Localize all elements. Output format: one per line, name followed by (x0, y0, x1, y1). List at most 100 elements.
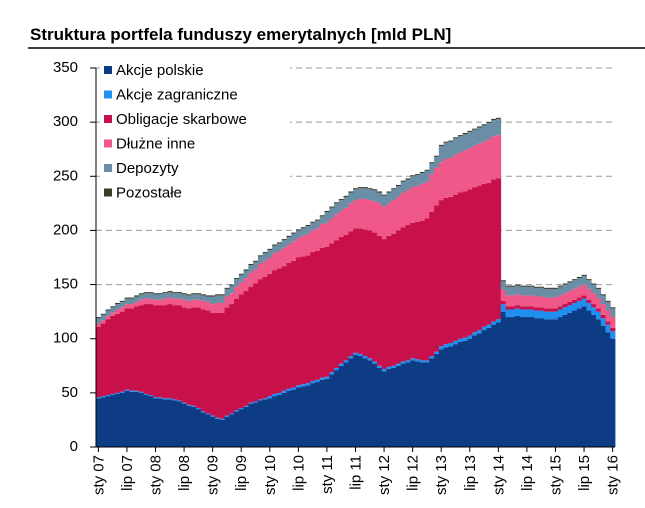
bar-segment (100, 396, 106, 398)
bar-segment (395, 365, 402, 447)
bar-segment (219, 312, 225, 419)
x-tick-label: sty 08 (148, 455, 165, 495)
bar-segment (372, 190, 378, 202)
bar-segment (538, 318, 544, 447)
x-tick-label: sty 14 (490, 455, 507, 495)
bar-segment (172, 298, 178, 306)
bar-segment (119, 392, 125, 447)
bar-segment (419, 183, 425, 221)
bar-segment (186, 308, 192, 405)
bar-segment (310, 221, 316, 223)
bar-segment (438, 200, 444, 347)
bar-segment (476, 186, 483, 331)
bar-segment (367, 358, 373, 361)
bar-segment (448, 346, 454, 447)
legend-label: Dłużne inne (116, 135, 195, 152)
bar-segment (96, 397, 102, 399)
bar-segment (176, 400, 183, 402)
bar-segment (334, 367, 340, 371)
bar-segment (157, 294, 164, 300)
bar-segment (543, 311, 549, 320)
bar-segment (234, 279, 240, 287)
bar-segment (419, 173, 425, 184)
bar-segment (234, 298, 240, 411)
bar-segment (600, 325, 606, 447)
bar-segment (243, 406, 249, 447)
bar-segment (462, 337, 468, 341)
bar-segment (395, 363, 402, 366)
bar-segment (176, 292, 183, 294)
bar-segment (400, 361, 406, 364)
bar-segment (219, 418, 225, 420)
bar-segment (362, 187, 368, 189)
bar-segment (353, 354, 359, 447)
bar-segment (362, 188, 368, 200)
bar-segment (553, 297, 559, 309)
bar-segment (124, 304, 130, 309)
bar-segment (353, 228, 359, 353)
bar-segment (134, 296, 140, 302)
bar-segment (229, 414, 235, 447)
bar-segment (562, 314, 568, 447)
bar-segment (267, 398, 273, 447)
bar-segment (519, 285, 525, 287)
bar-segment (334, 240, 340, 368)
x-tick-label: lip 13 (462, 455, 479, 491)
bar-segment (300, 386, 306, 447)
bar-segment (105, 319, 111, 396)
bar-segment (162, 305, 168, 399)
bar-segment (510, 285, 516, 287)
bar-segment (519, 309, 525, 318)
bar-segment (472, 335, 478, 447)
bar-segment (367, 200, 373, 231)
bar-segment (434, 156, 440, 168)
bar-segment (286, 390, 292, 447)
bar-segment (491, 179, 497, 322)
bar-segment (462, 150, 468, 192)
bar-segment (429, 358, 435, 447)
bar-segment (300, 384, 306, 387)
bar-segment (548, 319, 554, 447)
bar-segment (410, 187, 416, 223)
bar-segment (124, 308, 130, 390)
bar-segment (96, 317, 102, 319)
bar-segment (319, 216, 325, 224)
bar-segment (600, 314, 606, 319)
bar-segment (419, 171, 425, 174)
bar-segment (348, 358, 354, 447)
bar-segment (172, 305, 178, 400)
bar-segment (276, 268, 283, 393)
bar-segment (153, 398, 159, 447)
bar-segment (467, 189, 473, 336)
bar-segment (343, 234, 349, 361)
bar-segment (305, 226, 311, 234)
bar-segment (595, 287, 602, 289)
bar-segment (391, 365, 397, 368)
bar-segment (96, 326, 102, 398)
bar-segment (234, 411, 240, 447)
bar-segment (553, 319, 559, 447)
bar-segment (524, 306, 530, 310)
bar-segment (357, 199, 364, 229)
bar-segment (267, 257, 273, 274)
bar-segment (581, 275, 587, 285)
bar-segment (286, 236, 292, 245)
bar-segment (591, 314, 597, 447)
legend-swatch (104, 164, 112, 172)
legend-label: Obligacje skarbowe (116, 111, 247, 128)
bar-segment (362, 199, 368, 230)
bar-segment (205, 310, 211, 414)
bar-segment (157, 299, 164, 306)
bar-segment (253, 402, 259, 447)
bar-segment (119, 301, 125, 308)
bar-segment (443, 142, 449, 159)
bar-segment (386, 191, 392, 193)
bar-segment (191, 405, 197, 407)
bar-segment (548, 288, 554, 298)
bar-segment (500, 304, 506, 312)
bar-segment (253, 401, 259, 403)
bar-segment (305, 383, 311, 386)
bar-segment (605, 332, 611, 447)
bar-segment (386, 203, 392, 236)
legend-label: Pozostałe (116, 184, 182, 201)
